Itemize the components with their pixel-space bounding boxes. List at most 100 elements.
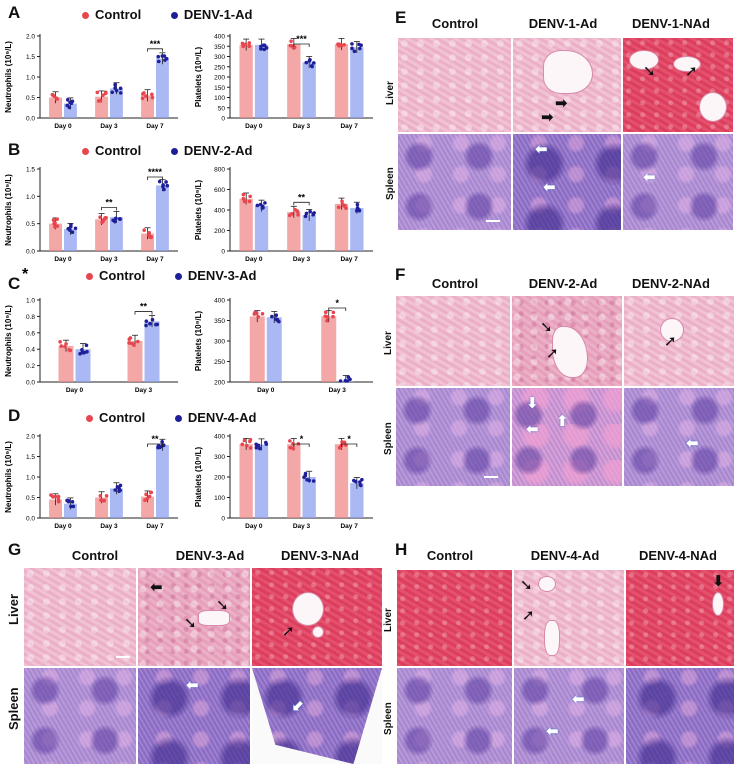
histology-e-spleen-ad: ⬅ ⬅ xyxy=(513,134,621,230)
data-point xyxy=(147,494,152,499)
data-point xyxy=(156,59,161,64)
bar-treated xyxy=(254,444,269,518)
x-tick-label: Day 3 xyxy=(293,256,311,263)
y-tick-label: 0.0 xyxy=(26,249,35,256)
data-point xyxy=(70,230,75,235)
bar-control xyxy=(58,345,74,382)
bar-treated xyxy=(302,477,316,518)
y-tick-label: 100 xyxy=(214,495,225,502)
data-point xyxy=(164,56,169,61)
chart-d-platelets: Platelets (10⁹/L) 0 100 200 300 400 Day 0 Day 3… xyxy=(194,434,373,530)
data-point xyxy=(55,217,59,221)
col-title-nad: DENV-4-NAd xyxy=(638,548,717,563)
data-point xyxy=(307,478,312,483)
data-point xyxy=(323,310,328,315)
y-tick-label: 400 xyxy=(214,434,225,441)
histology-e-spleen-nad: ⬅ xyxy=(623,134,733,230)
col-title-control: Control xyxy=(431,276,479,291)
data-point xyxy=(360,477,364,482)
bar-control xyxy=(239,444,253,518)
data-point xyxy=(67,498,71,503)
data-point xyxy=(70,499,75,504)
histology-g-spleen-ad: ⬅ xyxy=(138,668,250,764)
bar-treated xyxy=(64,229,77,251)
y-tick-label: 0.5 xyxy=(26,221,35,228)
x-tick-label: Day 7 xyxy=(146,256,164,263)
data-point xyxy=(114,88,119,93)
data-point xyxy=(56,499,61,504)
data-point xyxy=(59,344,64,348)
data-point xyxy=(132,343,136,347)
arrow-icon: ➚ xyxy=(282,623,295,640)
bar-control xyxy=(141,95,154,118)
panel-label-c-star: * xyxy=(22,266,29,283)
legend-control-label: Control xyxy=(99,410,146,425)
data-point xyxy=(63,344,67,349)
data-point xyxy=(65,98,70,102)
data-point xyxy=(161,184,165,189)
col-title-nad: DENV-3-NAd xyxy=(280,548,359,563)
y-tick-label: 400 xyxy=(214,208,225,215)
data-point xyxy=(71,504,76,509)
data-point xyxy=(288,439,292,443)
panel-label-a: A xyxy=(8,3,21,22)
y-axis-label: Platelets (10⁹/L) xyxy=(194,447,203,508)
data-point xyxy=(288,43,293,48)
data-point xyxy=(136,339,140,344)
data-point xyxy=(289,39,293,43)
data-point xyxy=(150,95,155,100)
legend-dot-control xyxy=(82,12,89,20)
y-tick-label: 300 xyxy=(214,54,225,61)
legend-treated-label: DENV-3-Ad xyxy=(187,268,257,283)
data-point xyxy=(111,218,115,223)
data-point xyxy=(264,442,269,446)
data-point xyxy=(277,319,281,324)
bar-treated xyxy=(254,44,269,118)
bar-treated xyxy=(350,207,364,251)
x-tick-label: Day 0 xyxy=(66,387,84,394)
data-point xyxy=(291,446,296,451)
data-point xyxy=(118,86,123,91)
col-title-nad: DENV-2-NAd xyxy=(631,276,710,291)
data-point xyxy=(158,445,162,450)
y-tick-label: 200 xyxy=(214,75,225,82)
x-tick-label: Day 3 xyxy=(100,523,118,530)
histology-h-liver-ad: ➘ ➚ xyxy=(514,570,624,666)
arrow-icon: ⬅ xyxy=(643,169,656,186)
x-tick-label: Day 7 xyxy=(340,523,358,530)
legend-control-label: Control xyxy=(99,268,146,283)
data-point xyxy=(145,496,150,501)
data-point xyxy=(242,438,247,443)
data-point xyxy=(68,100,72,105)
arrow-icon: ➚ xyxy=(522,607,535,624)
y-axis-label: Platelets (10⁹/L) xyxy=(194,47,203,108)
bar-control xyxy=(287,444,301,518)
bar-control xyxy=(334,44,349,119)
data-point xyxy=(296,213,300,217)
bar-treated xyxy=(110,88,123,118)
histology-e-liver-control xyxy=(398,38,511,132)
row-label-spleen: Spleen xyxy=(383,702,394,735)
data-point xyxy=(307,59,312,63)
histology-h-spleen-ad: ⬅ ⬅ xyxy=(514,668,624,764)
data-point xyxy=(162,187,166,192)
col-title-ad: DENV-3-Ad xyxy=(175,548,245,563)
bar-treated xyxy=(156,445,169,518)
y-tick-label: 100 xyxy=(214,95,225,102)
histology-g-spleen-control xyxy=(24,668,136,764)
histology-h-spleen-nad xyxy=(626,668,734,764)
data-point xyxy=(148,321,152,326)
bar-treated xyxy=(156,58,169,118)
data-point xyxy=(101,219,105,224)
data-point xyxy=(150,92,154,97)
y-tick-label: 200 xyxy=(214,228,225,235)
data-point xyxy=(359,43,363,48)
y-tick-label: 2.0 xyxy=(26,434,35,441)
bar-control xyxy=(287,212,301,251)
y-axis-label: Platelets (10⁹/L) xyxy=(194,180,203,241)
significance-bracket xyxy=(147,443,163,447)
bar-treated xyxy=(266,317,282,382)
x-tick-label: Day 7 xyxy=(146,523,164,530)
legend-control-label: Control xyxy=(95,143,142,158)
data-point xyxy=(78,351,82,356)
